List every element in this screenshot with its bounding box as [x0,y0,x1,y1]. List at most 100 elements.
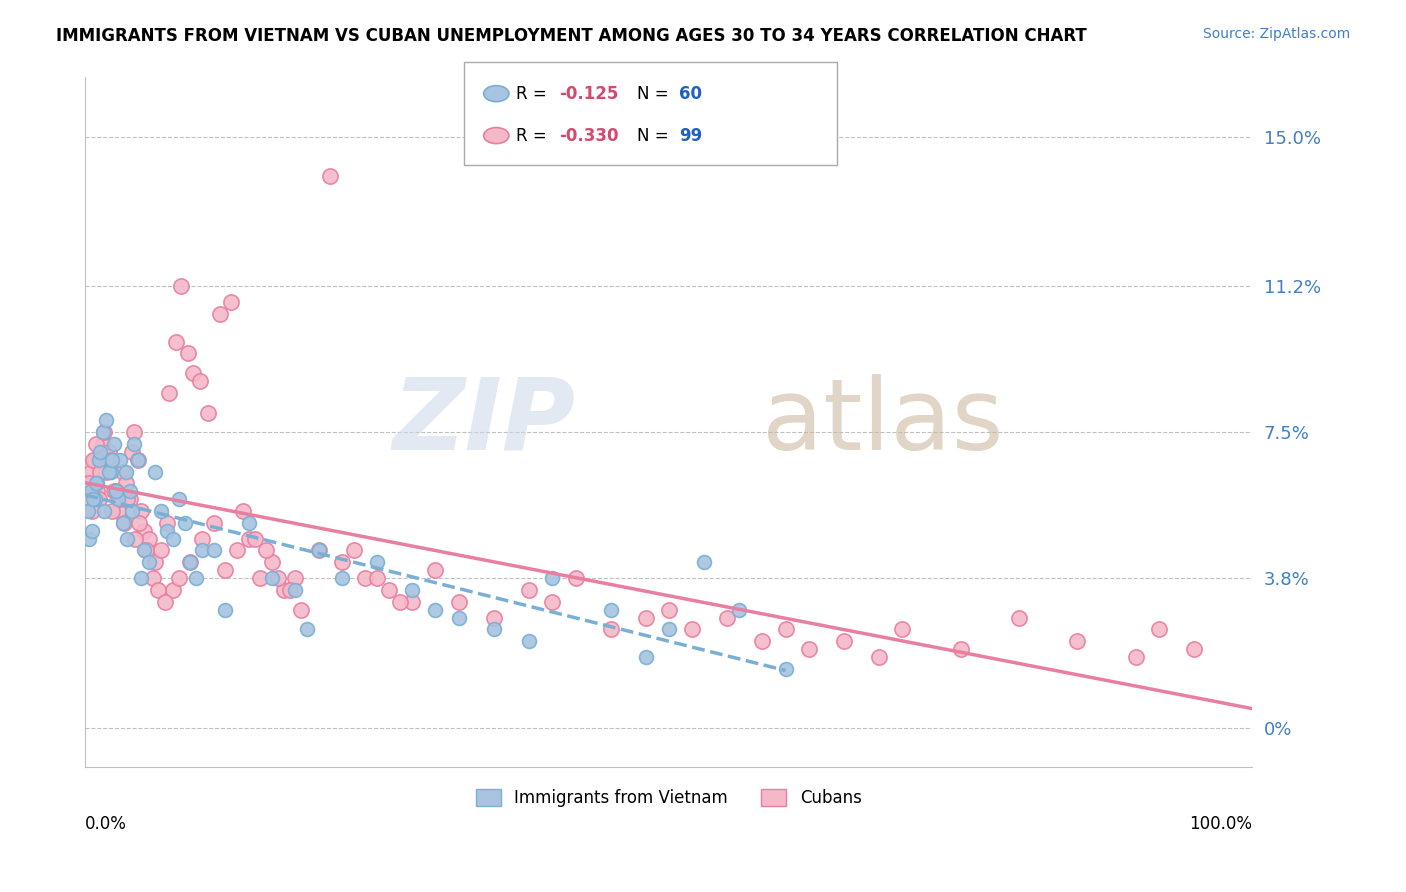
Point [110,492,132,507]
Text: IMMIGRANTS FROM VIETNAM VS CUBAN UNEMPLOYMENT AMONG AGES 30 TO 34 YEARS CORRELAT: IMMIGRANTS FROM VIETNAM VS CUBAN UNEMPLO… [56,27,1087,45]
Point [117,492,139,507]
Point [181,366,204,380]
Point [186,571,208,585]
Point [124,532,146,546]
Point [110,452,132,467]
Point [127,452,149,467]
Point [150,543,173,558]
Point [541,571,564,585]
Point [202,543,225,558]
Point [284,582,307,597]
Point [447,610,470,624]
Point [319,169,342,183]
Point [115,465,138,479]
Point [775,623,797,637]
Point [142,571,165,585]
Point [167,492,190,507]
Point [89,452,111,467]
Point [599,602,621,616]
Point [103,484,125,499]
Point [97,465,120,479]
Point [249,571,271,585]
Point [267,571,290,585]
Point [135,543,157,558]
Point [156,524,179,538]
Point [100,452,122,467]
Point [188,374,211,388]
Text: 60: 60 [679,85,702,103]
Point [77,476,100,491]
Point [401,582,423,597]
Point [132,543,155,558]
Point [343,543,366,558]
Point [84,476,107,491]
Legend: Immigrants from Vietnam, Cubans: Immigrants from Vietnam, Cubans [470,782,869,814]
Point [308,543,330,558]
Text: -0.330: -0.330 [560,127,619,145]
Text: ZIP: ZIP [392,374,575,471]
Point [101,504,124,518]
Point [232,504,254,518]
Point [153,595,176,609]
Point [83,492,105,507]
Point [219,295,242,310]
Point [366,571,388,585]
Point [104,484,127,499]
Point [138,532,160,546]
Point [238,516,260,530]
Point [202,516,225,530]
Point [96,413,118,427]
Point [243,532,266,546]
Point [118,492,141,507]
Point [517,582,540,597]
Point [131,571,153,585]
Point [179,555,201,569]
Point [308,543,330,558]
Point [832,634,855,648]
Point [278,582,301,597]
Point [284,571,307,585]
Text: -0.125: -0.125 [560,85,619,103]
Point [91,437,114,451]
Point [82,452,104,467]
Point [83,452,105,467]
Point [214,602,236,616]
Point [378,582,401,597]
Text: Source: ZipAtlas.com: Source: ZipAtlas.com [1202,27,1350,41]
Point [226,543,249,558]
Point [179,555,201,569]
Point [517,634,540,648]
Point [89,465,111,479]
Point [177,346,200,360]
Point [107,504,129,518]
Point [1147,623,1170,637]
Point [143,555,166,569]
Point [891,623,914,637]
Point [482,610,505,624]
Point [658,602,681,616]
Point [82,492,104,507]
Text: N =: N = [637,127,673,145]
Point [93,504,115,518]
Point [128,516,150,530]
Point [115,476,138,491]
Point [197,405,219,419]
Point [681,623,703,637]
Point [214,563,236,577]
Point [167,571,190,585]
Point [599,623,621,637]
Text: 99: 99 [679,127,703,145]
Point [103,437,125,451]
Point [260,555,283,569]
Point [124,437,146,451]
Point [82,504,104,518]
Point [111,465,134,479]
Point [117,532,139,546]
Point [775,662,797,676]
Point [330,555,353,569]
Point [751,634,773,648]
Point [389,595,412,609]
Point [401,595,423,609]
Point [290,602,312,616]
Point [260,571,283,585]
